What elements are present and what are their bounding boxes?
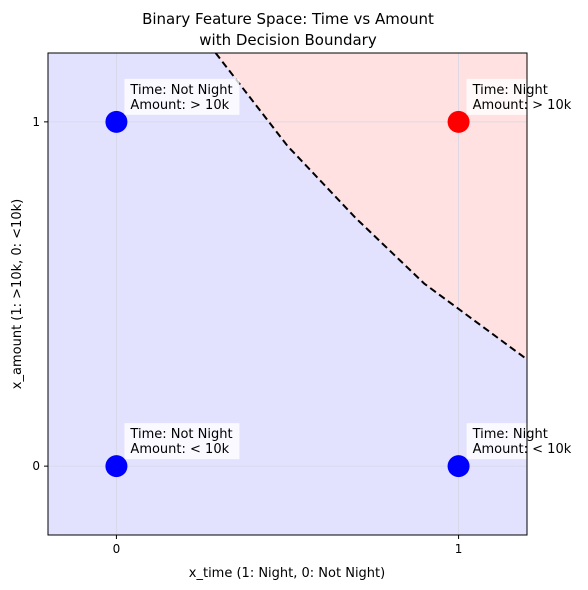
annotation-box [466,78,582,115]
data-points [105,110,470,478]
decision-boundary-line [214,53,527,361]
annotation-box [124,78,240,115]
annotation-amount: Amount: < 10k [130,442,229,457]
x-tick-label: 0 [113,542,121,556]
annotation-amount: Amount: > 10k [130,98,229,113]
plot-frame [47,52,528,536]
annotation-time: Time: Not Night [129,83,232,98]
annotation-amount: Amount: > 10k [473,98,572,113]
x-tick-label: 1 [455,542,463,556]
positive-region [215,53,527,360]
grid [48,53,527,535]
chart-title: Binary Feature Space: Time vs Amount wit… [142,10,434,49]
data-point [105,110,128,133]
y-tick-label: 0 [32,459,40,473]
data-point [447,110,470,133]
chart-title-line2: with Decision Boundary [199,31,377,49]
chart-title-line1: Binary Feature Space: Time vs Amount [142,10,434,28]
x-axis-label: x_time (1: Night, 0: Not Night) [189,566,385,581]
annotation-box [124,423,240,460]
data-point [447,455,470,478]
annotation-amount: Amount: < 10k [473,442,572,457]
data-point [105,455,128,478]
y-axis-label: x_amount (1: >10k, 0: <10k) [10,199,25,389]
annotation-time: Time: Night [472,427,548,442]
plot-area [48,53,527,535]
annotation-time: Time: Night [472,83,548,98]
y-axis-ticks: 01 [32,115,48,473]
y-tick-label: 1 [32,115,40,129]
annotation-box [466,423,582,460]
annotation-time: Time: Not Night [129,427,232,442]
